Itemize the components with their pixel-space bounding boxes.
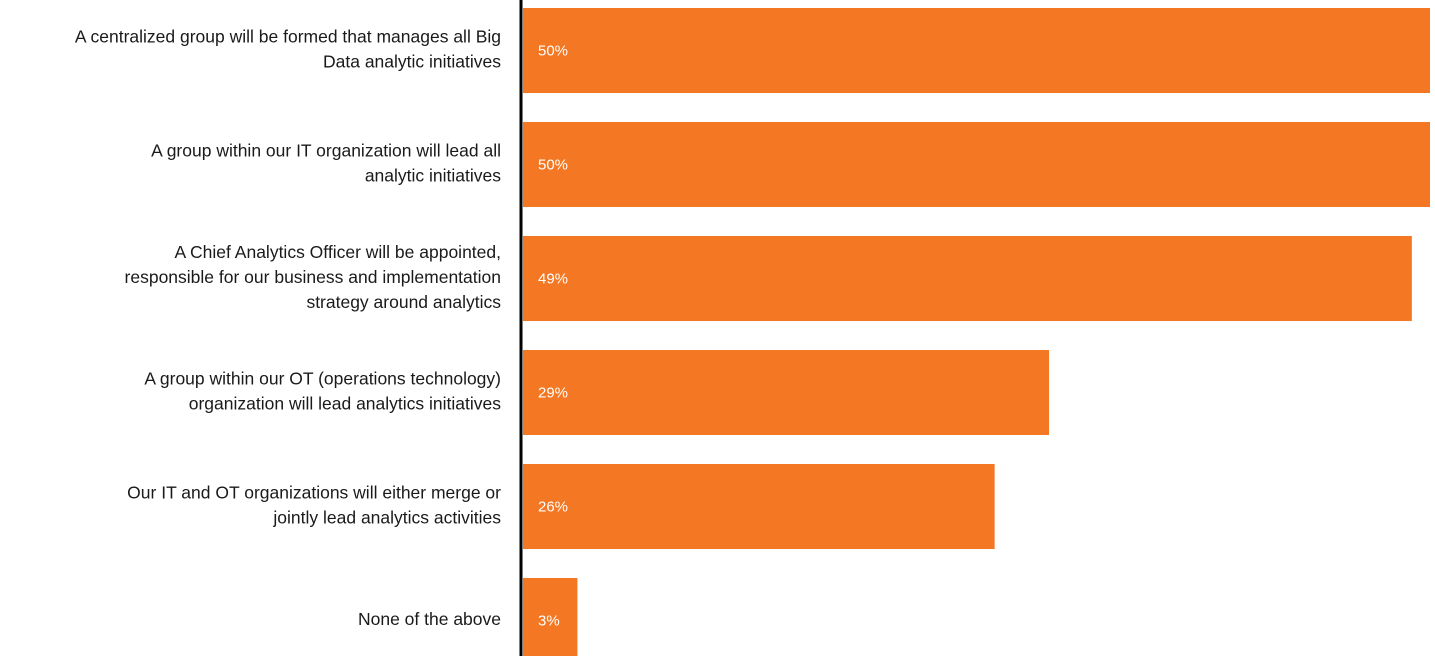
bar xyxy=(523,122,1430,207)
category-label: Data analytic initiatives xyxy=(323,52,501,72)
category-label: strategy around analytics xyxy=(306,292,501,312)
category-label: A group within our IT organization will … xyxy=(151,141,501,161)
bar xyxy=(523,464,995,549)
category-label: analytic initiatives xyxy=(365,166,501,186)
category-label: A Chief Analytics Officer will be appoin… xyxy=(174,242,501,262)
category-label: A group within our OT (operations techno… xyxy=(144,369,501,389)
category-label: organization will lead analytics initiat… xyxy=(189,394,501,414)
category-label: Our IT and OT organizations will either … xyxy=(127,483,501,503)
bar xyxy=(523,8,1430,93)
value-label: 26% xyxy=(538,498,568,515)
category-label: A centralized group will be formed that … xyxy=(75,27,501,47)
value-label: 50% xyxy=(538,42,568,59)
category-label: jointly lead analytics activities xyxy=(272,508,501,528)
bar xyxy=(523,236,1412,321)
value-label: 3% xyxy=(538,612,560,629)
category-label: None of the above xyxy=(358,609,501,629)
value-label: 50% xyxy=(538,156,568,173)
value-label: 49% xyxy=(538,270,568,287)
bar xyxy=(523,578,578,656)
category-label: responsible for our business and impleme… xyxy=(125,267,501,287)
bar xyxy=(523,350,1050,435)
value-label: 29% xyxy=(538,384,568,401)
